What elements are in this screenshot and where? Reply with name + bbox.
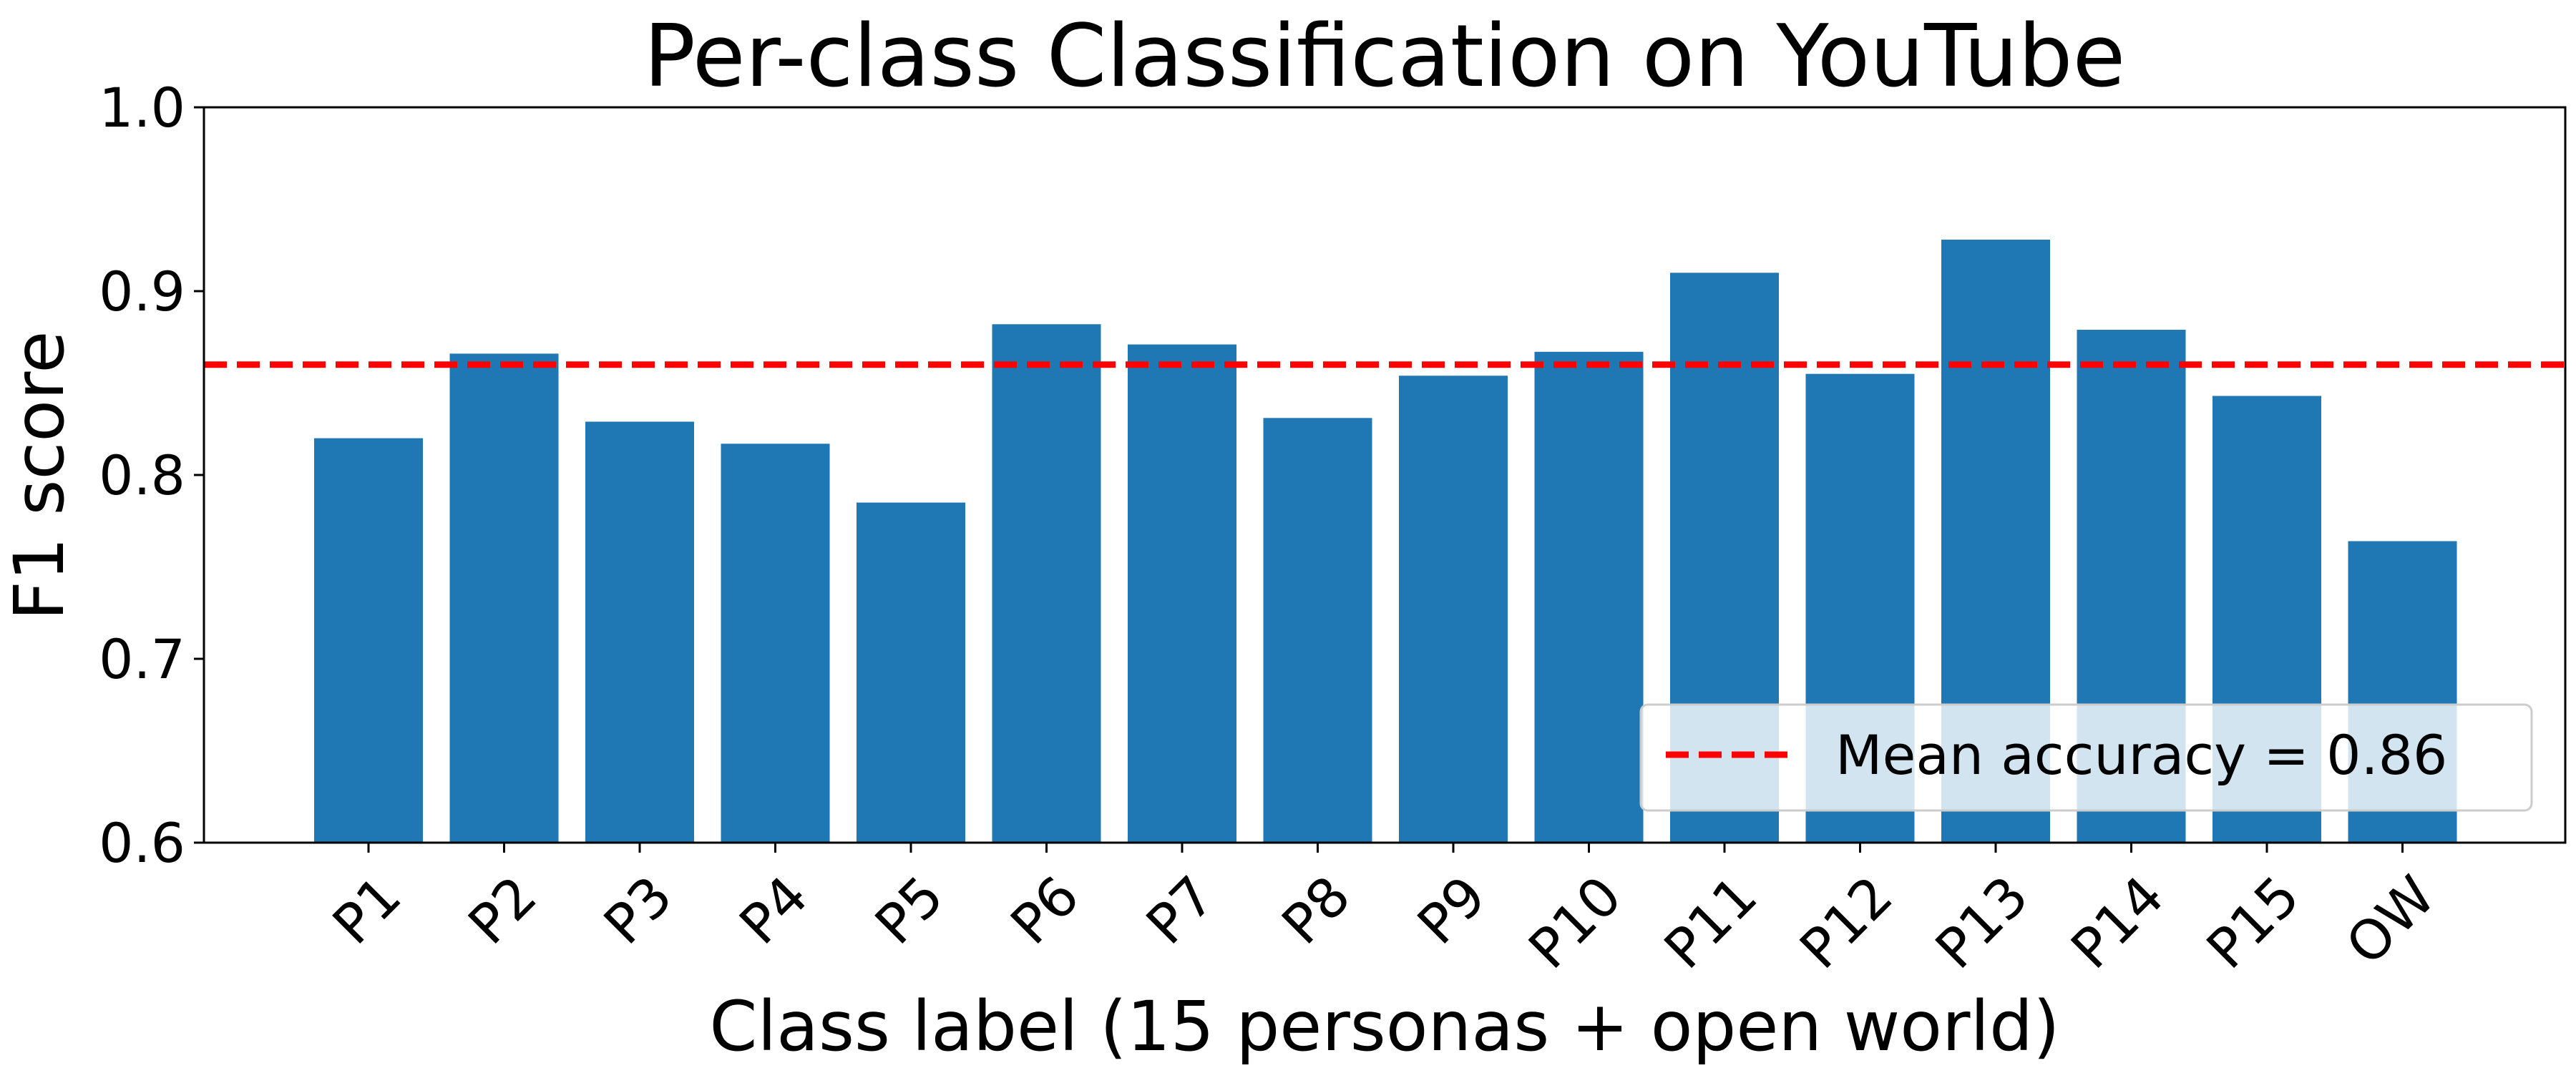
x-tick-label-p15: P15 xyxy=(2195,863,2312,981)
bar-p6 xyxy=(992,324,1101,843)
bar-p3 xyxy=(585,421,694,843)
x-tick-label-p13: P13 xyxy=(1923,863,2041,981)
y-tick-label: 0.9 xyxy=(99,260,185,323)
x-tick-label-p11: P11 xyxy=(1652,863,1770,981)
legend-box xyxy=(1639,703,2533,812)
bar-p4 xyxy=(721,444,830,843)
x-tick-label-p2: P2 xyxy=(456,863,549,956)
legend: Mean accuracy = 0.86 xyxy=(1639,703,2533,812)
x-tick-label-p9: P9 xyxy=(1405,863,1498,956)
bar-p10 xyxy=(1534,351,1644,843)
x-tick-label-p14: P14 xyxy=(2059,863,2176,981)
y-tick-label: 1.0 xyxy=(99,76,185,139)
x-tick-label-p12: P12 xyxy=(1787,863,1905,981)
bar-p5 xyxy=(857,502,965,843)
x-tick-label-p4: P4 xyxy=(727,863,820,956)
bar-p2 xyxy=(449,353,559,843)
y-tick-label: 0.8 xyxy=(99,444,185,507)
x-tick-label-p3: P3 xyxy=(592,863,685,956)
bar-p9 xyxy=(1399,376,1508,843)
x-tick-label-p7: P7 xyxy=(1134,863,1227,956)
bar-p1 xyxy=(314,438,423,843)
x-tick-label-p1: P1 xyxy=(321,863,414,956)
x-tick-label-p8: P8 xyxy=(1269,863,1362,956)
y-axis-label: F1 score xyxy=(0,331,79,621)
bar-p8 xyxy=(1263,418,1372,843)
chart-title: Per-class Classification on YouTube xyxy=(644,7,2126,107)
y-tick-label: 0.7 xyxy=(99,627,185,691)
x-tick-label-ow: OW xyxy=(2333,863,2446,976)
bar-p7 xyxy=(1128,344,1236,843)
legend-label: Mean accuracy = 0.86 xyxy=(1835,723,2447,787)
y-tick-label: 0.6 xyxy=(99,811,185,875)
x-tick-label-p10: P10 xyxy=(1516,863,1634,981)
x-axis-label: Class label (15 personas + open world) xyxy=(709,986,2059,1067)
x-tick-label-p5: P5 xyxy=(863,863,956,956)
x-tick-label-p6: P6 xyxy=(998,863,1091,956)
